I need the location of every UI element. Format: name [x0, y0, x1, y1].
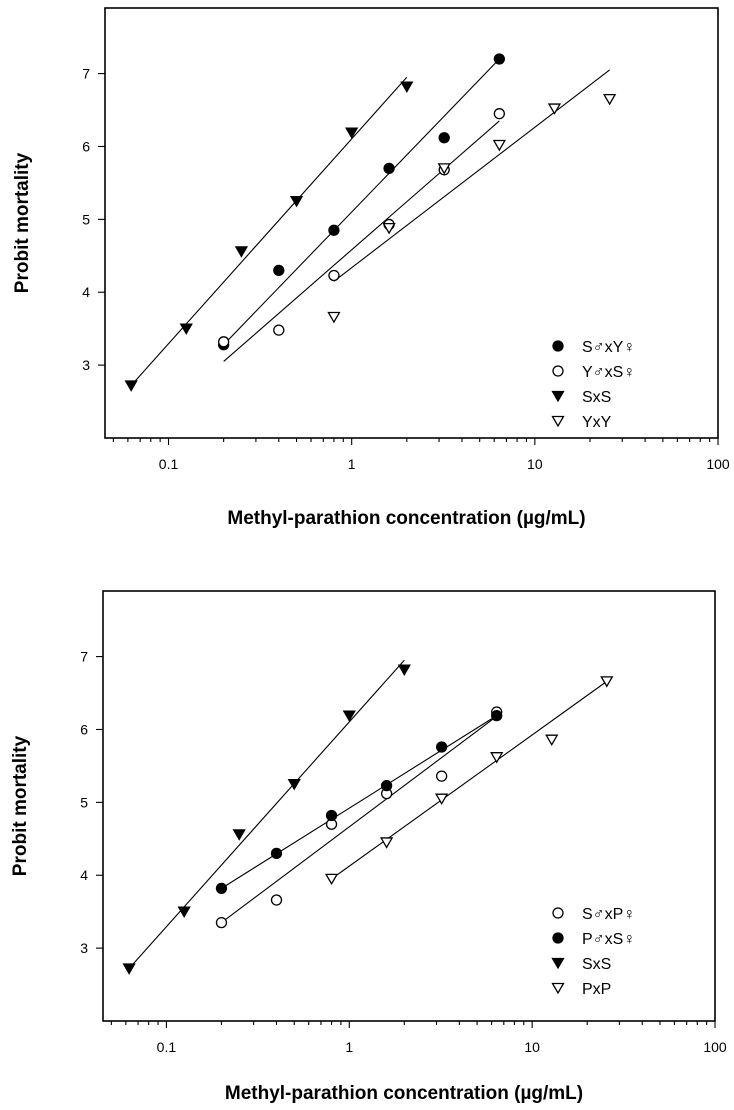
- fit-line-series-2: [223, 120, 500, 362]
- chart-panel-2: 0.1 1 10 100 3 4 5 6 7 Methyl-parathion concentra…: [10, 590, 727, 1104]
- data-point-series-3: [289, 195, 304, 208]
- x-tick-label: 0.1: [159, 456, 179, 472]
- data-point-series-4: [602, 93, 617, 106]
- y-tick-label: 7: [82, 66, 90, 82]
- y-tick-label: 4: [80, 867, 88, 883]
- x-tick-label: 100: [706, 456, 730, 472]
- legend-marker: [551, 415, 565, 428]
- data-point-series-1: [383, 162, 395, 174]
- y-axis-title: Probit mortality: [10, 735, 31, 876]
- legend-label: S♂xY♀: [582, 339, 635, 356]
- data-point-series-3: [400, 81, 414, 94]
- x-tick-label: 10: [527, 456, 543, 472]
- data-point-series-4: [324, 873, 339, 886]
- y-tick-label: 6: [80, 721, 88, 737]
- data-point-series-1: [493, 53, 505, 65]
- y-tick-label: 3: [80, 940, 88, 956]
- x-axis-title: Methyl-parathion concentration (µg/mL): [225, 1083, 583, 1104]
- legend-marker: [552, 340, 564, 352]
- data-point-series-2: [435, 741, 448, 753]
- fit-line-series-1: [221, 715, 498, 924]
- y-axis-title: Probit mortality: [12, 152, 33, 293]
- data-point-series-4: [490, 752, 504, 764]
- fit-line-series-3: [128, 659, 405, 969]
- data-point-series-4: [437, 163, 451, 175]
- data-point-series-2: [493, 108, 505, 120]
- y-tick-label: 5: [80, 794, 88, 810]
- data-point-series-3: [179, 323, 193, 335]
- data-point-series-3: [177, 906, 191, 918]
- data-point-series-1: [215, 916, 228, 929]
- fit-line-series-1: [223, 58, 500, 346]
- legend-marker: [552, 365, 564, 377]
- data-point-series-2: [215, 882, 228, 895]
- y-tick-label: 3: [82, 357, 90, 373]
- x-tick-label: 1: [345, 1039, 353, 1055]
- data-point-series-4: [492, 139, 506, 152]
- x-axis-title: Methyl-parathion concentration (µg/mL): [227, 508, 585, 529]
- x-tick-label: 10: [524, 1039, 540, 1055]
- x-tick-label: 0.1: [157, 1039, 177, 1055]
- chart-panel-1: 0.1 1 10 100 3 4 5 6 7 Methyl-parathion concentra…: [12, 7, 730, 529]
- legend-marker: [552, 907, 564, 919]
- data-point-series-3: [234, 246, 249, 258]
- x-tick-label: 1: [348, 456, 356, 472]
- data-point-series-4: [379, 837, 394, 849]
- fit-line-series-2: [221, 715, 497, 889]
- data-point-series-1: [270, 894, 283, 906]
- data-point-series-4: [600, 676, 614, 688]
- y-tick-label: 5: [82, 211, 90, 227]
- data-point-series-2: [270, 847, 283, 860]
- legend-label: P♂xS♀: [582, 931, 635, 948]
- data-point-series-1: [435, 770, 448, 782]
- data-point-series-3: [232, 829, 246, 841]
- legend-label: Y♂xS♀: [582, 364, 635, 381]
- legend-marker: [551, 957, 565, 970]
- legend-marker: [552, 932, 564, 944]
- data-point-series-3: [122, 963, 136, 975]
- data-point-series-1: [273, 264, 285, 277]
- data-point-series-3: [287, 778, 301, 791]
- y-tick-label: 4: [82, 284, 90, 300]
- data-point-series-4: [547, 103, 562, 115]
- fit-line-series-4: [333, 69, 610, 282]
- data-point-series-2: [491, 709, 503, 722]
- data-point-series-2: [218, 336, 230, 348]
- data-point-series-3: [124, 380, 138, 392]
- legend-label: SxS: [582, 389, 611, 406]
- y-tick-label: 7: [80, 649, 88, 665]
- legend-label: S♂xP♀: [582, 906, 635, 923]
- data-point-series-1: [328, 224, 340, 236]
- data-point-series-4: [435, 793, 449, 806]
- data-point-series-2: [325, 809, 338, 822]
- y-tick-label: 6: [82, 138, 90, 154]
- data-point-series-1: [438, 132, 450, 144]
- data-point-series-4: [327, 311, 341, 324]
- data-point-series-2: [328, 269, 340, 282]
- legend-marker: [551, 982, 565, 995]
- data-point-series-3: [345, 127, 359, 139]
- plot-frame: [104, 7, 719, 439]
- fit-line-series-4: [331, 680, 608, 880]
- x-tick-label: 100: [703, 1039, 727, 1055]
- legend-label: SxS: [582, 956, 611, 973]
- data-point-series-2: [273, 324, 285, 336]
- data-point-series-2: [380, 779, 393, 792]
- legend-marker: [551, 390, 565, 403]
- legend-label: PxP: [582, 981, 611, 998]
- data-point-series-3: [397, 664, 411, 677]
- fit-line-series-3: [130, 76, 408, 386]
- data-point-series-4: [382, 222, 396, 235]
- data-point-series-4: [545, 734, 559, 746]
- plot-frame: [102, 590, 716, 1022]
- legend-label: YxY: [582, 414, 612, 431]
- data-point-series-3: [342, 710, 356, 722]
